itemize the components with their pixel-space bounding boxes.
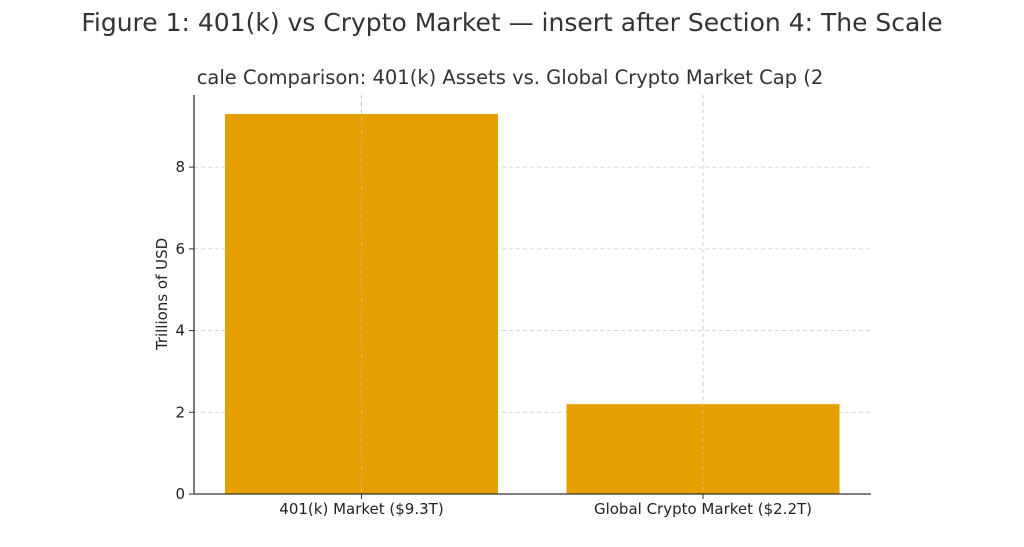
y-axis-label: Trillions of USD [153,238,171,351]
y-tick-label: 6 [175,240,185,258]
chart-title: cale Comparison: 401(k) Assets vs. Globa… [196,66,824,89]
bars [225,95,840,494]
y-tick-label: 2 [175,403,185,421]
x-tick-label: 401(k) Market ($9.3T) [279,500,443,518]
figure-title: Figure 1: 401(k) vs Crypto Market — inse… [81,8,943,37]
chart-title-clip: cale Comparison: 401(k) Assets vs. Globa… [133,66,887,96]
x-ticks: 401(k) Market ($9.3T) Global Crypto Marke… [279,494,812,518]
y-ticks: 0 2 4 6 8 [175,158,194,503]
bar-0 [225,114,498,494]
y-tick-label: 8 [175,158,185,176]
y-tick-label: 0 [175,485,185,503]
y-tick-label: 4 [175,322,185,340]
x-tick-label: Global Crypto Market ($2.2T) [594,500,812,518]
